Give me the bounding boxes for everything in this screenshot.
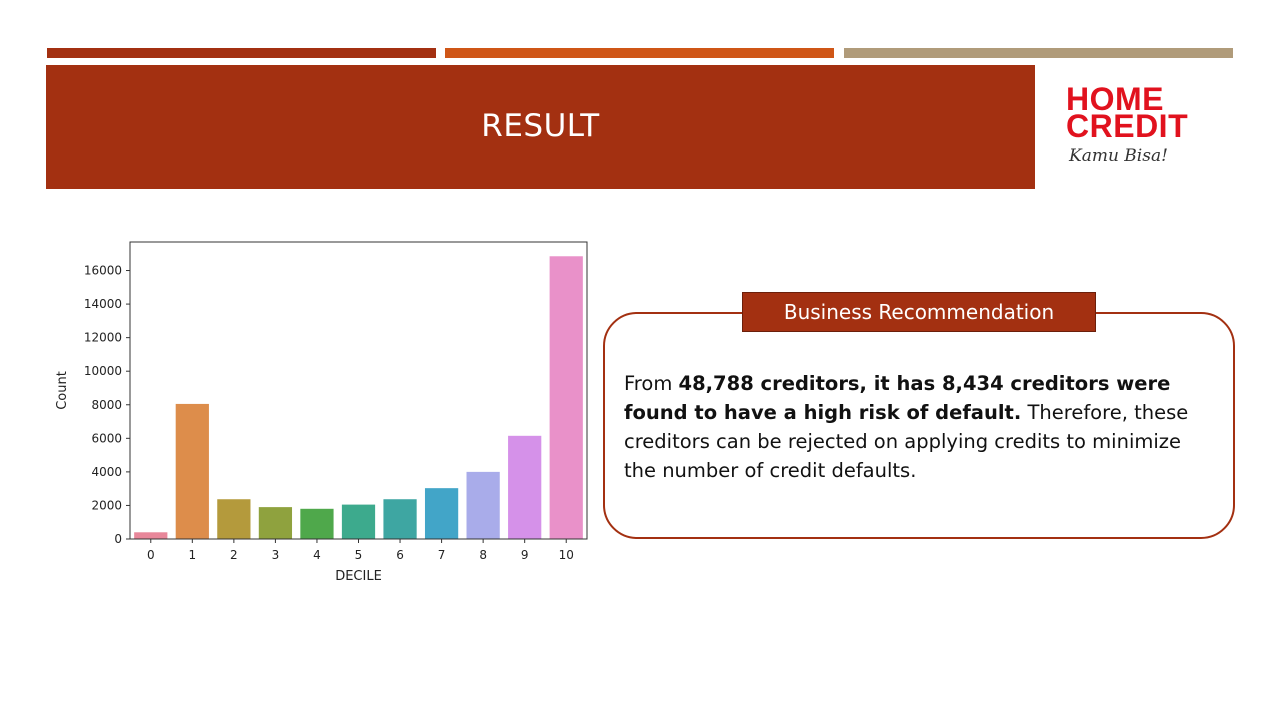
y-tick-label-16000: 16000 (84, 264, 122, 278)
x-tick-label-5: 5 (355, 548, 363, 562)
y-axis-label: Count (55, 371, 70, 410)
y-tick-label-14000: 14000 (84, 297, 122, 311)
recommendation-text: From 48,788 creditors, it has 8,434 cred… (624, 369, 1209, 485)
y-tick-label-6000: 6000 (91, 431, 122, 445)
bar-decile-9 (508, 435, 542, 539)
bar-decile-10 (549, 256, 583, 539)
y-tick-label-8000: 8000 (91, 398, 122, 412)
recommendation-text-rest: Therefore, these creditors can be reject… (624, 401, 1189, 482)
accent-stripe-dark (47, 48, 436, 58)
y-tick-label-4000: 4000 (91, 465, 122, 479)
logo-tagline: Kamu Bisa! (1069, 146, 1168, 166)
y-tick-label-0: 0 (114, 532, 122, 546)
x-tick-label-6: 6 (396, 548, 404, 562)
x-tick-label-0: 0 (147, 548, 155, 562)
accent-stripe-orange (445, 48, 834, 58)
bar-decile-0 (134, 532, 168, 539)
bar-decile-2 (217, 499, 251, 539)
recommendation-text-highlight: 48,788 creditors, it has 8,434 creditors… (624, 372, 1171, 424)
x-tick-label-8: 8 (479, 548, 487, 562)
chart-bars (134, 256, 583, 539)
x-axis-ticks: 0 1 2 3 4 5 6 7 8 9 10 (147, 539, 574, 562)
bar-decile-4 (300, 508, 334, 539)
title-bar: RESULT (46, 65, 1035, 189)
x-axis-label: DECILE (335, 569, 382, 584)
x-tick-label-1: 1 (188, 548, 196, 562)
bar-decile-6 (383, 499, 417, 539)
decile-count-bar-chart: 0 2000 4000 6000 8000 10000 12000 14000 16000 0 1… (55, 241, 588, 584)
x-tick-label-3: 3 (272, 548, 280, 562)
logo-line-credit: CREDIT (1066, 108, 1189, 144)
bar-decile-5 (341, 504, 376, 539)
bar-decile-8 (466, 471, 500, 539)
recommendation-heading: Business Recommendation (742, 292, 1096, 332)
logo-line-home: HOME (1066, 81, 1164, 117)
bar-decile-3 (258, 507, 293, 539)
page-title: RESULT (481, 108, 600, 144)
recommendation-text-lead: From (624, 372, 679, 395)
home-credit-logo: HOME CREDIT Kamu Bisa! (1066, 81, 1216, 176)
x-tick-label-10: 10 (559, 548, 574, 562)
bar-decile-7 (424, 488, 459, 539)
x-tick-label-2: 2 (230, 548, 238, 562)
recommendation-box (603, 312, 1235, 539)
x-tick-label-4: 4 (313, 548, 321, 562)
plot-frame (129, 241, 588, 540)
bar-decile-1 (175, 403, 209, 539)
x-tick-label-7: 7 (438, 548, 446, 562)
y-tick-label-2000: 2000 (91, 498, 122, 512)
y-tick-label-10000: 10000 (84, 364, 122, 378)
y-tick-label-12000: 12000 (84, 331, 122, 345)
x-tick-label-9: 9 (521, 548, 529, 562)
accent-stripe-tan (844, 48, 1233, 58)
y-axis-ticks: 0 2000 4000 6000 8000 10000 12000 14000 16000 (84, 264, 130, 546)
